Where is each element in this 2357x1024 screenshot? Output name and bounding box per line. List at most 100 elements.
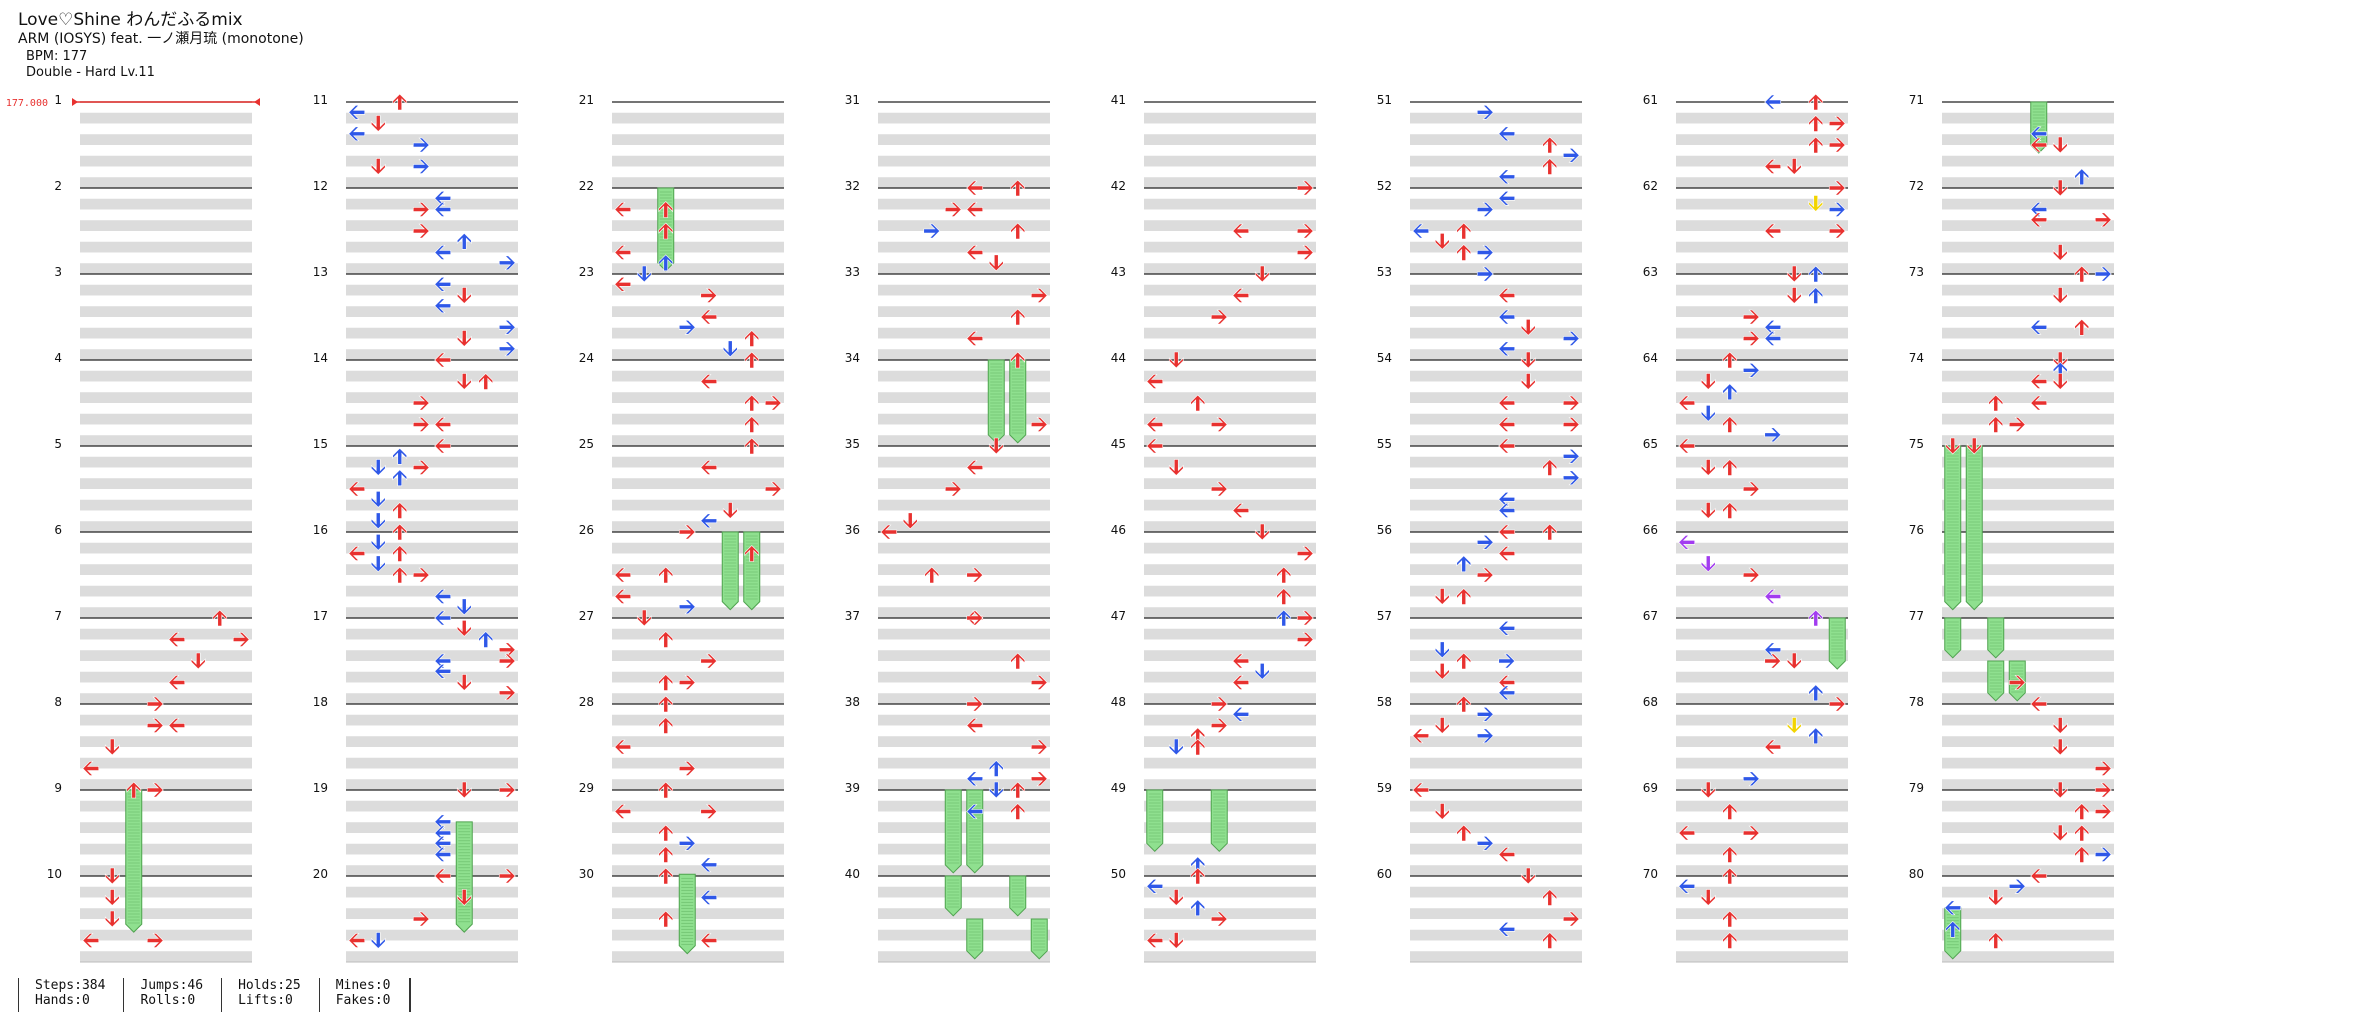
measure-number: 38 [845,695,860,709]
arrow-shape [1520,319,1536,336]
arrow-shape [2094,761,2112,776]
step-arrow-left [1678,535,1696,550]
step-arrow-left [1944,900,1962,916]
step-arrow-right [1030,417,1048,432]
beat-band [1676,155,1848,167]
beat-band [1144,951,1316,962]
measure-number: 51 [1377,93,1392,107]
beat-band [1942,908,2114,919]
step-arrow-right [1476,728,1494,744]
arrow-shape [744,437,760,455]
measure-number: 25 [579,437,594,451]
measure-number: 62 [1643,179,1658,193]
step-arrow-right [2008,417,2026,432]
beat-band [1144,177,1316,188]
beat-band [612,413,784,425]
step-arrow-right [2094,761,2112,776]
beat-band [80,736,252,747]
step-arrow-up [478,631,494,648]
hold-note-body [721,531,739,611]
measure-number: 68 [1643,695,1658,709]
beat-band [1676,865,1848,876]
arrow-shape [1030,417,1048,432]
beat-band [1676,736,1848,747]
step-arrow-right [412,395,430,411]
step-arrow-up [2074,803,2090,820]
arrow-shape [966,180,984,196]
arrow-shape [1434,663,1450,680]
arrow-shape [1232,288,1250,303]
arrow-shape [1498,169,1516,185]
arrow-shape [1742,567,1760,583]
beat-band [80,693,252,704]
arrow-shape [678,836,696,851]
beat-band [1410,177,1582,188]
beat-band [1144,628,1316,640]
arrow-shape [1722,803,1738,820]
step-arrow-up [658,781,674,799]
step-arrow-right [1742,825,1760,841]
arrow-shape [434,202,452,217]
beat-band [346,865,518,876]
beat-band [346,177,518,188]
beat-band [1144,521,1316,532]
arrow-shape [744,545,760,562]
step-arrow-left [168,632,186,647]
step-arrow-left [1146,417,1164,432]
step-arrow-left [880,524,898,540]
beat-band [878,671,1050,683]
measure-number: 60 [1377,867,1392,881]
arrow-shape [700,374,718,389]
step-arrow-right [1210,481,1228,497]
arrow-shape [658,674,674,691]
step-arrow-left [2030,212,2048,228]
arrow-shape [1476,202,1494,217]
measure-number: 71 [1909,93,1924,107]
step-arrow-up [1010,781,1026,799]
arrow-shape [1010,351,1026,369]
stats-footer: Steps:384 Hands:0 Jumps:46 Rolls:0 Holds… [18,978,411,1012]
arrow-shape [498,685,516,701]
beat-band [612,929,784,941]
step-arrow-right [966,567,984,583]
arrow-shape [2052,287,2068,304]
beat-band [1144,263,1316,274]
measure-number: 45 [1111,437,1126,451]
step-arrow-right [1562,470,1580,486]
arrow-shape [2030,202,2048,217]
beat-band [80,521,252,532]
measure-number: 11 [313,93,328,107]
beat-band [1410,306,1582,317]
arrow-shape [1945,437,1961,455]
beat-band [1676,693,1848,704]
step-arrow-down [2052,244,2068,261]
beat-band [878,757,1050,769]
step-arrow-left [1412,782,1430,798]
step-arrow-down [370,115,386,132]
beat-band [1410,349,1582,360]
arrow-shape [1232,223,1250,239]
measure-number: 53 [1377,265,1392,279]
arrow-shape [1562,148,1580,163]
arrow-shape [1190,738,1206,756]
beat-band [80,886,252,898]
step-arrow-up [658,201,674,218]
step-arrow-right [412,911,430,927]
arrow-shape [412,137,430,153]
beat-band [1144,542,1316,554]
arrow-shape [2094,212,2112,228]
beat-band [612,370,784,382]
step-arrow-right [1828,223,1846,239]
measure-number: 5 [54,437,62,451]
step-arrow-left [614,245,632,260]
beat-band [612,521,784,532]
beat-band [1410,241,1582,253]
step-arrow-down [1786,287,1802,304]
step-arrow-right [1742,481,1760,497]
step-arrow-right [1476,707,1494,722]
beat-band [1144,650,1316,661]
arrow-shape [1808,115,1824,132]
arrow-shape [392,566,408,584]
step-arrow-left [2030,126,2048,142]
step-arrow-down [104,889,120,906]
